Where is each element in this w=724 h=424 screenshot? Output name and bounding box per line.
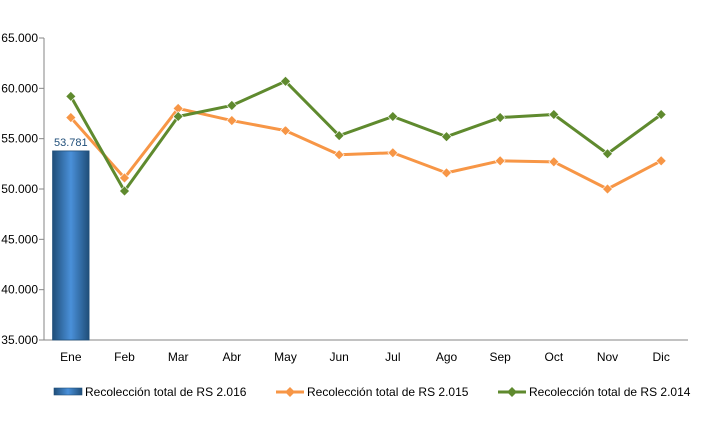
series-line bbox=[69, 79, 663, 193]
data-point bbox=[387, 147, 399, 159]
axes bbox=[43, 38, 688, 341]
data-point bbox=[65, 90, 77, 102]
data-point bbox=[602, 183, 613, 195]
x-tick-label: May bbox=[274, 350, 297, 364]
data-point bbox=[494, 112, 506, 123]
data-point bbox=[333, 130, 345, 142]
data-point bbox=[65, 112, 77, 123]
legend-entry: Recolección total de RS 2.014 bbox=[529, 385, 691, 399]
legend-marker bbox=[285, 387, 295, 397]
data-point bbox=[226, 115, 238, 126]
x-tick-label: Ago bbox=[436, 350, 458, 364]
bar-series bbox=[52, 150, 90, 341]
line-series bbox=[65, 75, 667, 197]
data-labels: 53.781 bbox=[54, 137, 88, 149]
legend-entry: Recolección total de RS 2.015 bbox=[307, 385, 469, 399]
legend-swatch bbox=[53, 387, 83, 396]
data-point bbox=[441, 131, 452, 143]
data-point bbox=[119, 185, 130, 197]
y-tick-label: 35.000 bbox=[1, 333, 38, 347]
data-point bbox=[494, 155, 506, 167]
data-point bbox=[655, 109, 667, 120]
y-axis-ticks: 35.000 40.000 45.000 50.000 55.000 60.000 65.0… bbox=[1, 31, 44, 347]
y-tick-label: 55.000 bbox=[1, 132, 38, 146]
data-point bbox=[441, 167, 452, 179]
bar bbox=[52, 150, 90, 341]
data-point bbox=[333, 149, 345, 161]
x-axis-ticks: Ene Feb Mar Abr May Jun Jul Ago Sep Oct Nov Dic bbox=[60, 350, 670, 364]
y-tick-label: 60.000 bbox=[1, 81, 38, 95]
x-tick-label: Nov bbox=[597, 350, 618, 364]
bar-data-label: 53.781 bbox=[54, 137, 88, 149]
data-point bbox=[655, 155, 667, 167]
legend-marker bbox=[507, 387, 517, 397]
y-tick-label: 45.000 bbox=[1, 232, 38, 246]
series-line bbox=[69, 106, 662, 191]
y-tick-label: 65.000 bbox=[1, 31, 38, 45]
x-tick-label: Oct bbox=[544, 350, 563, 364]
x-tick-label: Jun bbox=[329, 350, 348, 364]
x-tick-label: Abr bbox=[222, 350, 241, 364]
legend: Recolección total de RS 2.016 Recolección… bbox=[53, 385, 691, 399]
x-tick-label: Jul bbox=[385, 350, 400, 364]
data-point bbox=[387, 111, 399, 122]
data-point bbox=[119, 172, 130, 184]
data-point bbox=[548, 109, 560, 120]
x-tick-label: Feb bbox=[114, 350, 135, 364]
data-point bbox=[548, 156, 560, 168]
x-tick-label: Ene bbox=[60, 350, 82, 364]
x-tick-label: Sep bbox=[489, 350, 511, 364]
data-point bbox=[226, 100, 238, 111]
x-tick-label: Mar bbox=[168, 350, 189, 364]
x-tick-label: Dic bbox=[652, 350, 669, 364]
y-tick-label: 40.000 bbox=[1, 283, 38, 297]
data-point bbox=[172, 111, 184, 122]
data-point bbox=[280, 125, 291, 137]
data-point bbox=[602, 148, 613, 160]
data-point bbox=[280, 75, 291, 87]
y-tick-label: 50.000 bbox=[1, 182, 38, 196]
legend-entry: Recolección total de RS 2.016 bbox=[85, 385, 247, 399]
